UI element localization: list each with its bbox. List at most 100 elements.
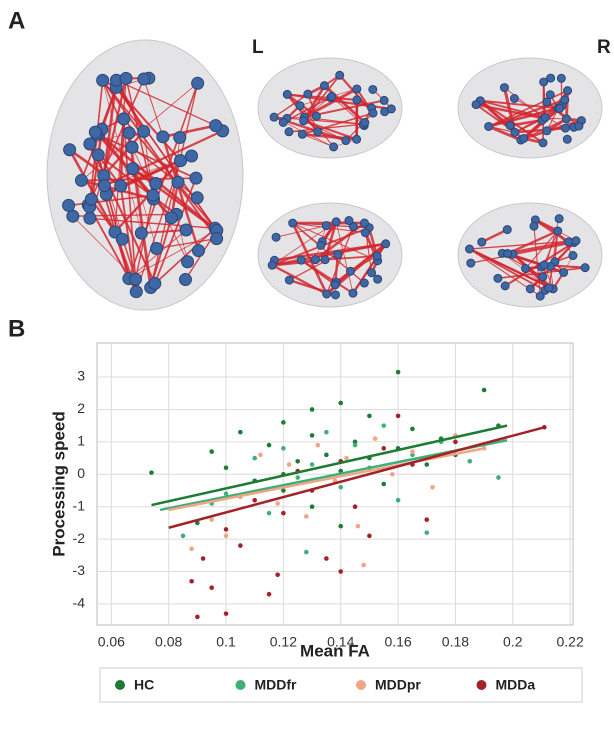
- node: [63, 143, 77, 157]
- node: [88, 125, 102, 139]
- point: [275, 501, 280, 506]
- point: [209, 517, 214, 522]
- edge: [289, 254, 339, 281]
- point: [453, 439, 458, 445]
- node: [310, 255, 320, 265]
- node: [471, 100, 481, 110]
- point: [390, 471, 395, 477]
- point: [223, 527, 229, 532]
- edge: [303, 87, 358, 119]
- point: [352, 439, 358, 445]
- node: [185, 149, 199, 163]
- point: [324, 429, 329, 435]
- point: [361, 562, 366, 568]
- legend-label: MDDfr: [255, 677, 298, 693]
- edge: [507, 229, 559, 255]
- point: [180, 533, 186, 539]
- node: [97, 179, 111, 193]
- x-tick-label: 0.1: [216, 634, 236, 650]
- node: [465, 244, 475, 254]
- node: [115, 232, 129, 246]
- point: [395, 369, 401, 375]
- node: [126, 162, 140, 176]
- node: [546, 73, 556, 83]
- fit-line: [151, 424, 508, 507]
- edge: [143, 78, 164, 137]
- point: [258, 452, 263, 458]
- point: [315, 442, 321, 448]
- node: [96, 73, 110, 87]
- point: [338, 523, 344, 529]
- node: [171, 175, 185, 189]
- edge: [292, 222, 378, 262]
- point: [200, 556, 206, 561]
- point: [149, 470, 154, 475]
- node: [137, 72, 151, 86]
- edge: [480, 99, 560, 110]
- node: [210, 232, 224, 246]
- point: [410, 426, 415, 432]
- node: [146, 188, 160, 202]
- edge: [131, 147, 188, 262]
- node: [381, 239, 391, 249]
- edge: [68, 149, 117, 233]
- node: [66, 209, 80, 223]
- edge: [350, 255, 378, 272]
- edge: [68, 148, 122, 188]
- node: [209, 119, 223, 133]
- edge: [481, 228, 508, 244]
- node: [544, 283, 554, 293]
- node: [189, 171, 203, 185]
- node: [359, 218, 369, 228]
- node: [574, 121, 584, 131]
- point: [309, 433, 315, 438]
- point: [266, 591, 272, 597]
- point: [381, 423, 387, 428]
- edge: [103, 129, 224, 187]
- node: [477, 237, 487, 247]
- y-tick-label: 3: [77, 368, 85, 384]
- edge: [291, 222, 328, 295]
- node: [373, 274, 383, 284]
- node: [352, 84, 362, 94]
- node: [122, 126, 136, 140]
- point: [223, 491, 229, 497]
- node: [327, 91, 337, 101]
- legend-marker: [115, 680, 125, 690]
- node: [173, 131, 187, 145]
- point: [286, 462, 292, 467]
- node: [500, 281, 510, 291]
- point: [281, 420, 286, 425]
- node: [560, 123, 570, 133]
- point: [381, 481, 387, 487]
- point: [338, 569, 344, 574]
- point: [410, 449, 415, 454]
- legend-marker: [235, 680, 246, 690]
- node: [164, 211, 178, 225]
- node: [149, 177, 163, 191]
- edge: [469, 240, 577, 250]
- node: [129, 272, 143, 286]
- panel-label: B: [8, 315, 25, 342]
- node: [288, 218, 298, 228]
- point: [424, 530, 430, 535]
- edge: [72, 215, 136, 280]
- node: [568, 251, 578, 261]
- node: [62, 198, 76, 212]
- node: [360, 118, 370, 128]
- y-tick-label: 0: [77, 465, 85, 481]
- point: [338, 484, 344, 490]
- edge: [323, 84, 366, 124]
- edge: [122, 118, 137, 280]
- point: [352, 504, 358, 509]
- node: [330, 290, 340, 300]
- edge: [96, 133, 197, 179]
- point: [395, 497, 401, 503]
- node: [148, 276, 162, 290]
- edge: [162, 124, 216, 139]
- legend-box: [99, 667, 583, 703]
- node: [386, 104, 396, 114]
- point: [252, 497, 258, 503]
- edge: [299, 105, 335, 148]
- point: [238, 429, 243, 435]
